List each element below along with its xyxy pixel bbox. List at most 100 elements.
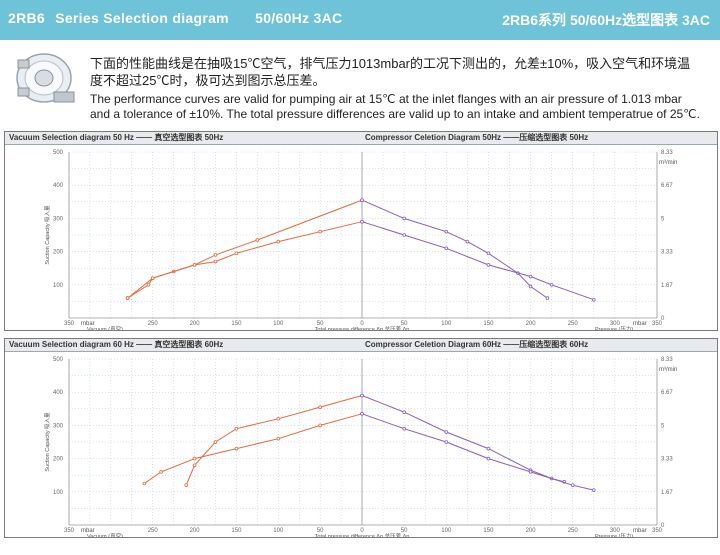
panel-title-bar: Vacuum Selection diagram 50 Hz —— 真空选型图表… (5, 132, 717, 145)
chart-60hz: 1002003004005001.673.3356.678.330m³/min3… (44, 357, 677, 537)
data-point (360, 411, 364, 416)
y-tick-label: 6.67 (661, 183, 673, 189)
y-tick-label: 100 (53, 490, 64, 496)
x-tick-label: 350 (64, 321, 75, 327)
unit-label: mbar (81, 321, 95, 327)
data-point (184, 483, 189, 487)
x-tick-label: 200 (190, 321, 201, 327)
data-point (276, 436, 281, 441)
data-point (159, 470, 163, 474)
series-line (361, 221, 594, 301)
y-tick-label: 400 (53, 390, 64, 396)
data-point (549, 283, 554, 287)
unit-label: mbar (633, 528, 647, 534)
x-axis-label-vacuum: Vacuum (真空) (87, 325, 123, 330)
x-tick-label: 150 (231, 528, 242, 534)
y-tick-label: 3.33 (661, 457, 673, 463)
data-point (318, 405, 322, 409)
x-axis-label-total: Total pressure difference Δp 总压差 Δp (315, 532, 410, 537)
data-point (444, 440, 449, 444)
data-point (146, 283, 151, 287)
x-tick-label: 200 (526, 528, 537, 534)
data-point (570, 483, 575, 487)
data-point (486, 251, 491, 256)
x-tick-label: 250 (148, 321, 159, 327)
x-tick-label: 100 (273, 321, 284, 327)
data-point (528, 274, 533, 279)
data-point (528, 284, 533, 289)
unit-label: m³/min (659, 367, 677, 373)
data-point (150, 276, 155, 280)
data-point (213, 440, 218, 444)
x-tick-label: 350 (64, 528, 75, 534)
unit-label: m³/min (659, 160, 677, 166)
series-line (185, 395, 363, 486)
data-point (528, 470, 533, 474)
header-bar: 2RB6 Series Selection diagram 50/60Hz 3A… (0, 0, 720, 40)
data-point (234, 446, 239, 451)
chart-title-compressor: Compressor Celetion Diagram 60Hz ——压缩选型图… (365, 340, 589, 349)
y-tick-label: 5 (661, 216, 665, 222)
y-tick-label: 1.67 (661, 490, 673, 496)
data-point (402, 410, 406, 414)
data-point (318, 423, 322, 428)
y-tick-label: 3.33 (661, 250, 673, 256)
y-tick-label: 500 (53, 150, 64, 156)
chart-title-compressor: Compressor Celetion Diagram 50Hz ——压缩选型图… (365, 133, 589, 142)
x-tick-label: 350 (652, 321, 663, 327)
data-point (486, 456, 491, 461)
data-point (591, 297, 596, 302)
data-point (318, 229, 322, 234)
data-point (192, 456, 197, 461)
x-tick-label: 250 (568, 321, 579, 327)
data-point (276, 416, 281, 421)
x-tick-label: 150 (231, 321, 242, 327)
data-point (142, 481, 147, 486)
y-axis-label: Suction Capacity 吸入量 (44, 205, 51, 265)
x-tick-label: 350 (652, 528, 663, 534)
data-point (402, 426, 406, 431)
y-tick-label: 5 (661, 423, 665, 429)
data-point (234, 251, 239, 256)
blower-image (16, 53, 75, 103)
data-point (591, 488, 596, 492)
data-point (125, 296, 130, 300)
unit-label: mbar (81, 528, 95, 534)
unit-label: mbar (633, 321, 647, 327)
x-tick-label: 50 (317, 321, 324, 327)
x-axis-label-pressure: Pressure (压力) (595, 325, 633, 330)
data-point (486, 446, 491, 451)
chart-title-vacuum: Vacuum Selection diagram 60 Hz —— 真空选型图表… (9, 340, 224, 349)
header-model: 2RB6 (8, 10, 45, 26)
data-point (234, 426, 239, 431)
chart-50hz: 1002003004005001.673.3356.678.330m³/min3… (44, 150, 677, 330)
x-tick-label: 200 (190, 528, 201, 534)
y-tick-label: 8.33 (661, 150, 673, 156)
x-tick-label: 50 (317, 528, 324, 534)
header-freq: 50/60Hz 3AC (255, 10, 343, 26)
data-point (213, 259, 218, 264)
data-point (255, 238, 260, 242)
x-axis-label-vacuum: Vacuum (真空) (87, 532, 123, 537)
chart-panel-60hz: Vacuum Selection diagram 60 Hz —— 真空选型图表… (4, 338, 718, 538)
intro-chinese: 下面的性能曲线是在抽吸15℃空气，排气压力1013mbar的工况下测出的，允差±… (90, 56, 691, 88)
data-point (444, 246, 449, 251)
x-tick-label: 50 (401, 528, 408, 534)
x-tick-label: 300 (610, 528, 621, 534)
y-tick-label: 200 (53, 457, 64, 463)
y-tick-label: 1.67 (661, 283, 673, 289)
data-point (360, 198, 364, 202)
y-tick-label: 100 (53, 283, 64, 289)
header-left: 2RB6 Series Selection diagram 50/60Hz 3A… (8, 10, 342, 26)
data-point (276, 239, 281, 244)
x-tick-label: 0 (360, 321, 364, 327)
data-point (444, 229, 449, 234)
y-axis-label: Suction Capacity 吸入量 (44, 412, 51, 472)
series-line (127, 199, 363, 299)
header-right-title: 2RB6系列 50/60Hz选型图表 3AC (502, 12, 710, 28)
y-tick-label: 8.33 (661, 357, 673, 363)
data-point (545, 296, 550, 300)
data-point (360, 219, 364, 224)
series-line (127, 221, 363, 299)
x-tick-label: 200 (526, 321, 537, 327)
